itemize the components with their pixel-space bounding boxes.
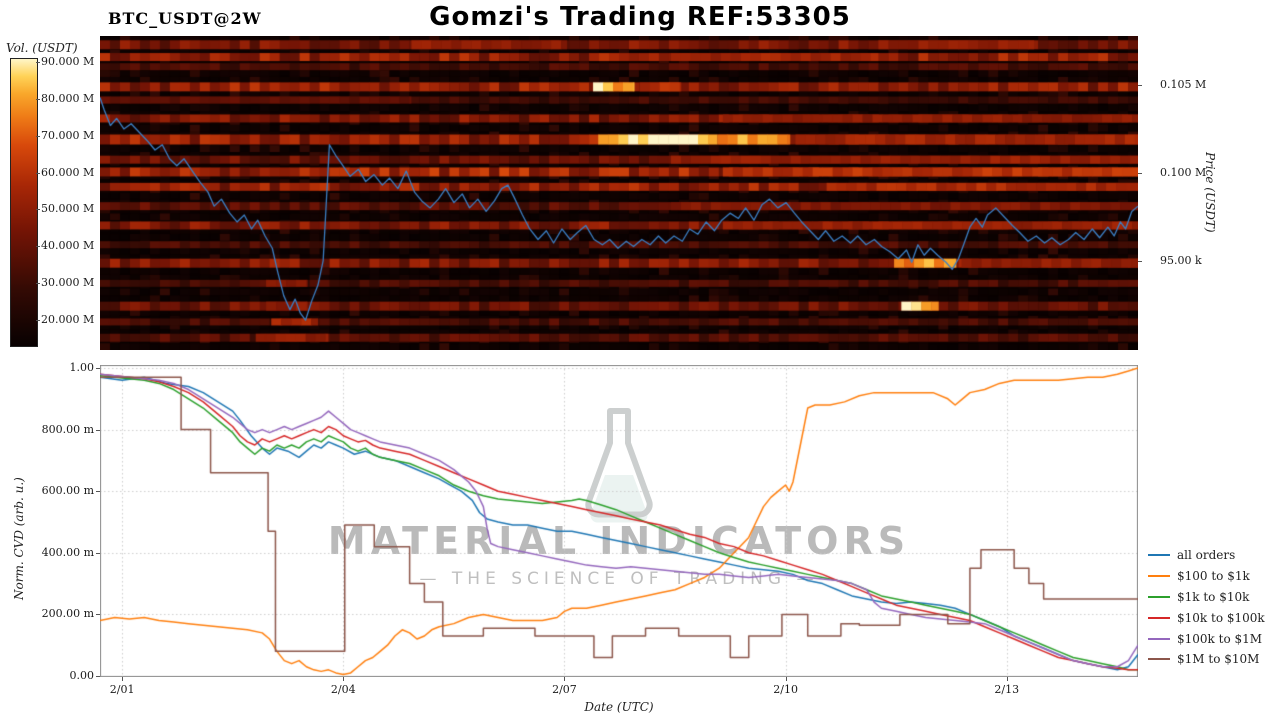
tick-mark xyxy=(343,677,344,681)
tick-mark xyxy=(96,614,100,615)
cvd-y-tick-label: 400.00 m xyxy=(41,545,94,559)
cvd-y-tick-label: 600.00 m xyxy=(41,484,94,498)
date-tick-label: 2/04 xyxy=(330,683,356,696)
date-tick-label: 2/01 xyxy=(109,683,135,696)
tick-mark xyxy=(1138,85,1142,86)
tick-mark xyxy=(36,246,40,247)
tick-mark xyxy=(96,430,100,431)
date-tick-label: 2/13 xyxy=(994,683,1020,696)
price-tick-label: 0.100 M xyxy=(1160,165,1207,179)
date-tick-label: 2/10 xyxy=(773,683,798,696)
legend-line-swatch xyxy=(1148,616,1170,619)
date-axis-label: Date (UTC) xyxy=(584,700,654,714)
price-tick-label: 95.00 k xyxy=(1160,253,1202,267)
cvd-y-tick-label: 800.00 m xyxy=(41,422,94,436)
tick-mark xyxy=(122,677,123,681)
price-axis-label: Price (USDT) xyxy=(1203,152,1217,233)
legend-item: all orders xyxy=(1148,545,1265,566)
legend-item: $1M to $10M xyxy=(1148,649,1265,670)
volume-heatmap-chart xyxy=(100,36,1138,350)
colorbar-tick-label: 50.000 M xyxy=(41,202,95,216)
tick-mark xyxy=(1138,173,1142,174)
cvd-y-tick-label: 1.00 xyxy=(69,361,95,374)
tick-mark xyxy=(36,62,40,63)
legend-label: $100k to $1M xyxy=(1177,631,1263,646)
tick-mark xyxy=(36,283,40,284)
legend-line-swatch xyxy=(1148,554,1170,557)
legend-line-swatch xyxy=(1148,637,1170,640)
colorbar-tick-label: 60.000 M xyxy=(41,165,95,179)
tick-mark xyxy=(96,491,100,492)
date-tick-label: 2/07 xyxy=(552,683,577,696)
legend-label: all orders xyxy=(1177,548,1236,563)
tick-mark xyxy=(1007,677,1008,681)
cvd-y-tick-label: 0.00 xyxy=(69,669,95,682)
colorbar-tick-label: 90.000 M xyxy=(41,55,95,68)
colorbar-tick-label: 80.000 M xyxy=(41,91,95,105)
legend-label: $1k to $10k xyxy=(1177,589,1250,604)
legend-label: $10k to $100k xyxy=(1177,610,1265,625)
legend-label: $100 to $1k xyxy=(1177,569,1250,584)
colorbar-tick-label: 20.000 M xyxy=(41,313,95,327)
tick-mark xyxy=(36,136,40,137)
tick-mark xyxy=(96,368,100,369)
tick-mark xyxy=(36,99,40,100)
volume-axis-label: Vol. (USDT) xyxy=(6,41,78,55)
colorbar-tick-label: 70.000 M xyxy=(41,128,95,142)
legend-label: $1M to $10M xyxy=(1177,652,1260,667)
legend-item: $100 to $1k xyxy=(1148,566,1265,587)
legend-line-swatch xyxy=(1148,595,1170,598)
cvd-y-tick-label: 200.00 m xyxy=(41,607,94,621)
tick-mark xyxy=(786,677,787,681)
cvd-line-chart xyxy=(100,365,1138,677)
legend-item: $1k to $10k xyxy=(1148,587,1265,608)
colorbar-tick-label: 40.000 M xyxy=(41,239,95,253)
tick-mark xyxy=(96,676,100,677)
legend-item: $100k to $1M xyxy=(1148,628,1265,649)
price-tick-label: 0.105 M xyxy=(1160,78,1207,92)
tick-mark xyxy=(1138,261,1142,262)
legend-line-swatch xyxy=(1148,575,1170,578)
volume-colorbar xyxy=(10,58,38,347)
tick-mark xyxy=(36,173,40,174)
tick-mark xyxy=(36,209,40,210)
legend-item: $10k to $100k xyxy=(1148,607,1265,628)
tick-mark xyxy=(36,320,40,321)
tick-mark xyxy=(96,553,100,554)
cvd-axis-label: Norm. CVD (arb. u.) xyxy=(12,477,26,600)
tick-mark xyxy=(564,677,565,681)
legend-line-swatch xyxy=(1148,658,1170,661)
colorbar-tick-label: 30.000 M xyxy=(41,276,95,290)
page-title: Gomzi's Trading REF:53305 xyxy=(429,2,851,32)
legend: all orders $100 to $1k $1k to $10k $10k to … xyxy=(1148,545,1265,670)
symbol-label: BTC_USDT@2W xyxy=(108,9,262,28)
